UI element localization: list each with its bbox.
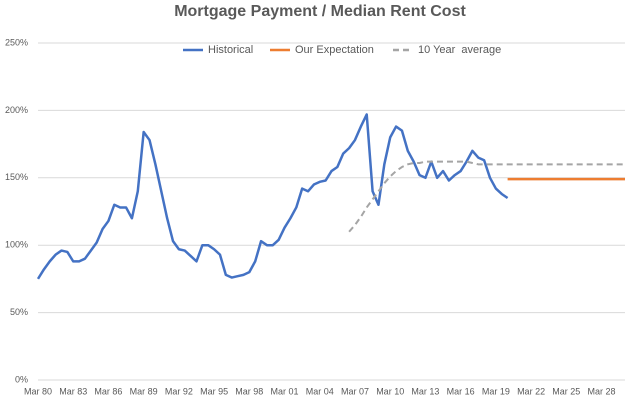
x-tick-label: Mar 04 — [306, 386, 334, 396]
x-tick-label: Mar 86 — [94, 386, 122, 396]
y-tick-label: 150% — [5, 172, 28, 182]
x-tick-label: Mar 07 — [341, 386, 369, 396]
x-tick-label: Mar 22 — [517, 386, 545, 396]
y-tick-label: 250% — [5, 37, 28, 47]
series-line — [348, 160, 625, 233]
y-tick-label: 200% — [5, 105, 28, 115]
y-tick-label: 0% — [15, 374, 28, 384]
x-tick-label: Mar 13 — [411, 386, 439, 396]
x-tick-label: Mar 89 — [130, 386, 158, 396]
chart-title: Mortgage Payment / Median Rent Cost — [174, 3, 466, 20]
legend-label: Historical — [208, 44, 253, 56]
series-line — [36, 113, 509, 280]
x-tick-label: Mar 16 — [447, 386, 475, 396]
x-tick-label: Mar 01 — [271, 386, 299, 396]
x-tick-label: Mar 19 — [482, 386, 510, 396]
x-tick-label: Mar 25 — [552, 386, 580, 396]
legend-label: Our Expectation — [295, 44, 374, 56]
y-tick-label: 100% — [5, 240, 28, 250]
x-tick-label: Mar 83 — [59, 386, 87, 396]
x-tick-label: Mar 95 — [200, 386, 228, 396]
x-tick-label: Mar 92 — [165, 386, 193, 396]
x-tick-label: Mar 98 — [235, 386, 263, 396]
x-tick-label: Mar 80 — [24, 386, 52, 396]
y-tick-label: 50% — [10, 307, 28, 317]
legend-label: 10 Year average — [418, 44, 501, 56]
x-tick-label: Mar 10 — [376, 386, 404, 396]
x-tick-label: Mar 28 — [588, 386, 616, 396]
